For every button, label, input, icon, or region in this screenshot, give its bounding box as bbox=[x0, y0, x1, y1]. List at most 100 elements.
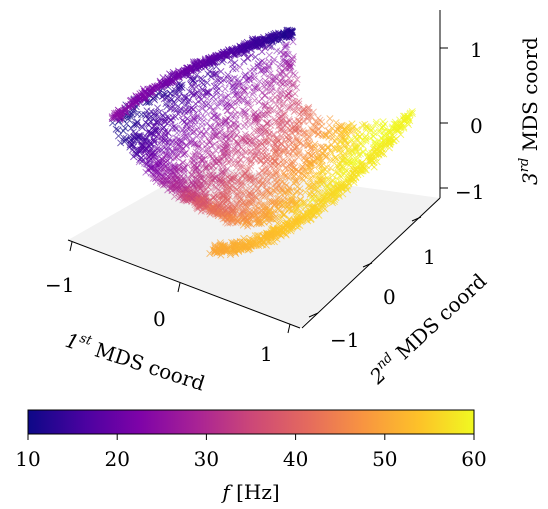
scatter-point bbox=[281, 78, 289, 86]
scatter-point bbox=[277, 89, 285, 97]
scatter-point bbox=[281, 221, 289, 229]
scatter-point bbox=[307, 125, 315, 133]
scatter-point bbox=[291, 217, 299, 225]
scatter-point bbox=[237, 144, 245, 152]
scatter-point bbox=[178, 99, 186, 107]
scatter-point bbox=[224, 153, 232, 161]
scatter-point bbox=[283, 221, 291, 229]
scatter-point bbox=[209, 93, 217, 101]
scatter-point bbox=[138, 89, 146, 97]
scatter-point bbox=[372, 120, 380, 128]
scatter-point bbox=[362, 132, 370, 140]
scatter-point bbox=[148, 89, 156, 97]
z-tick-label-0: 0 bbox=[470, 114, 483, 138]
scatter-point bbox=[214, 52, 222, 60]
scatter-point bbox=[198, 157, 206, 165]
scatter-point bbox=[231, 149, 239, 157]
scatter-point bbox=[207, 180, 215, 188]
scatter-point bbox=[165, 135, 173, 143]
scatter-point bbox=[253, 193, 261, 201]
scatter-point bbox=[201, 187, 209, 195]
scatter-point bbox=[227, 117, 235, 125]
scatter-point bbox=[331, 145, 339, 153]
scatter-point bbox=[152, 126, 160, 134]
scatter-point bbox=[174, 183, 182, 191]
scatter-point bbox=[178, 126, 187, 134]
scatter-point bbox=[332, 153, 340, 161]
scatter-point bbox=[171, 144, 179, 152]
scatter-point bbox=[245, 42, 254, 50]
scatter-point bbox=[197, 74, 205, 82]
scatter-point bbox=[223, 51, 231, 59]
x-axis-label: 1st MDS coord bbox=[62, 327, 208, 396]
scatter-point bbox=[277, 91, 285, 99]
scatter-point bbox=[268, 214, 276, 222]
scatter-point bbox=[251, 53, 259, 61]
scatter-point bbox=[159, 125, 167, 133]
scatter-point bbox=[300, 198, 308, 206]
scatter-point bbox=[295, 148, 304, 156]
scatter-point bbox=[237, 195, 245, 203]
scatter-point bbox=[287, 195, 295, 203]
scatter-point bbox=[323, 195, 331, 203]
scatter-point bbox=[353, 148, 361, 156]
scatter-point bbox=[271, 201, 279, 209]
scatter-point bbox=[258, 206, 266, 214]
scatter-point bbox=[265, 237, 273, 245]
scatter-point bbox=[391, 125, 399, 133]
scatter-point bbox=[335, 122, 343, 130]
scatter-point bbox=[206, 138, 214, 146]
scatter-point bbox=[188, 194, 196, 202]
scatter-point bbox=[225, 101, 233, 109]
scatter-point bbox=[240, 107, 249, 115]
scatter-point bbox=[322, 132, 330, 140]
scatter-point bbox=[229, 206, 237, 214]
scatter-point bbox=[189, 128, 198, 136]
scatter-point bbox=[369, 132, 377, 140]
scatter-point bbox=[262, 86, 271, 94]
scatter-point bbox=[291, 90, 299, 98]
scatter-point bbox=[387, 138, 395, 146]
scatter-point bbox=[125, 102, 133, 110]
scatter-point bbox=[274, 168, 282, 176]
colorbar-tick-label-50: 50 bbox=[372, 447, 397, 471]
scatter-point bbox=[198, 105, 206, 113]
scatter-point bbox=[221, 85, 229, 93]
x-tick-label-1: 1 bbox=[260, 342, 273, 366]
scatter-point bbox=[192, 165, 200, 173]
scatter-point bbox=[288, 125, 296, 133]
scatter-point bbox=[286, 88, 294, 96]
scatter-point bbox=[176, 142, 184, 151]
scatter-point bbox=[236, 92, 244, 100]
scatter-point bbox=[375, 128, 384, 136]
scatter-point bbox=[337, 173, 345, 181]
scatter-point bbox=[261, 203, 269, 211]
scatter-point bbox=[228, 102, 236, 110]
scatter-point bbox=[230, 245, 239, 253]
scatter-point bbox=[312, 170, 320, 178]
scatter-point bbox=[111, 109, 119, 117]
scatter-point bbox=[397, 121, 405, 129]
scatter-point bbox=[146, 161, 154, 169]
scatter-point bbox=[285, 33, 293, 41]
scatter-point bbox=[209, 161, 217, 169]
scatter-point bbox=[376, 141, 384, 149]
scatter-point bbox=[250, 109, 258, 117]
scatter-point bbox=[229, 65, 237, 73]
scatter-point bbox=[344, 140, 352, 148]
scatter-point bbox=[254, 111, 262, 119]
scatter-point bbox=[312, 205, 320, 213]
scatter-point bbox=[261, 80, 269, 88]
scatter-point bbox=[247, 104, 255, 112]
colorbar-tick-label-20: 20 bbox=[104, 447, 129, 471]
scatter-point bbox=[372, 150, 380, 158]
scatter-point bbox=[288, 101, 296, 110]
scatter-point bbox=[133, 110, 141, 118]
scatter-point bbox=[258, 154, 267, 162]
scatter-point bbox=[269, 58, 277, 66]
scatter-point bbox=[224, 197, 232, 205]
scatter-point bbox=[170, 192, 179, 201]
scatter-point bbox=[293, 213, 301, 221]
scatter-point bbox=[225, 142, 233, 150]
z-axis-label: 3rd MDS coord bbox=[517, 37, 542, 185]
